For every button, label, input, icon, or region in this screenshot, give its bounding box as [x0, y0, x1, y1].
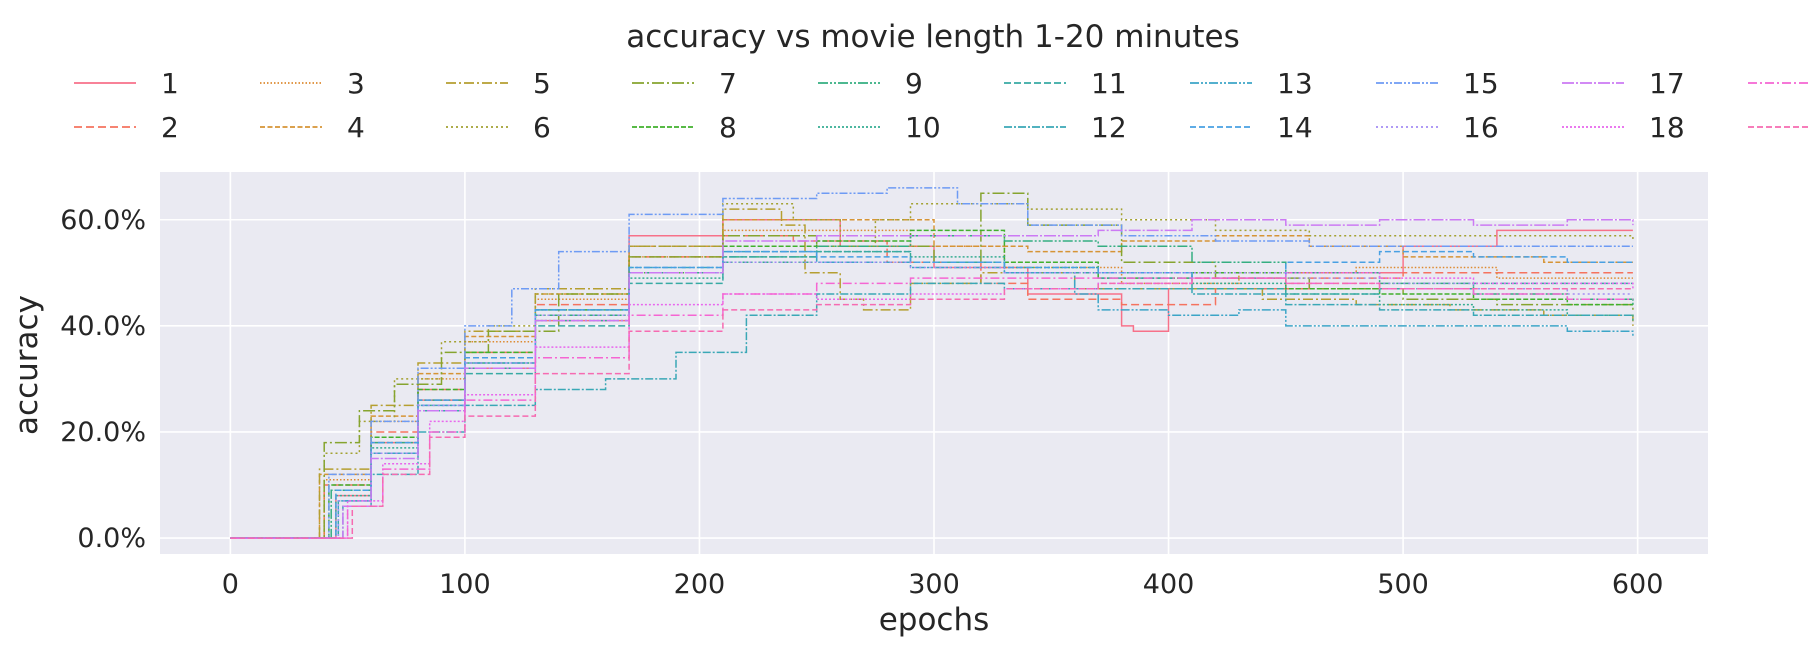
y-tick-label: 40.0% — [60, 311, 146, 342]
legend-label-6: 6 — [533, 111, 551, 144]
series-line-10 — [230, 250, 1634, 539]
series-line-4 — [230, 219, 1633, 539]
x-tick-label: 300 — [908, 569, 960, 600]
legend-label-8: 8 — [719, 111, 737, 144]
series-line-18 — [230, 272, 1634, 539]
legend-label-14: 14 — [1277, 111, 1313, 144]
legend-label-2: 2 — [161, 111, 179, 144]
legend-label-9: 9 — [905, 67, 923, 100]
chart-title: accuracy vs movie length 1-20 minutes — [626, 19, 1239, 55]
x-tick-label: 400 — [1143, 569, 1195, 600]
x-tick-label: 500 — [1377, 569, 1429, 600]
y-tick-label: 0.0% — [77, 523, 146, 554]
legend-label-1: 1 — [161, 67, 179, 100]
series-lines — [230, 187, 1634, 539]
series-line-15 — [230, 187, 1633, 539]
x-tick-label: 600 — [1612, 569, 1664, 600]
series-line-20 — [230, 277, 1633, 539]
series-line-14 — [230, 250, 1633, 539]
y-tick-label: 60.0% — [60, 205, 146, 236]
y-tick-labels: 0.0% 20.0% 40.0% 60.0% — [60, 205, 146, 554]
legend-label-18: 18 — [1649, 111, 1685, 144]
legend: 1234567891011121314151617181920 — [74, 67, 1810, 144]
legend-label-17: 17 — [1649, 67, 1685, 100]
y-axis-label: accuracy — [9, 295, 45, 435]
x-axis-label: epochs — [879, 602, 990, 638]
legend-label-7: 7 — [719, 67, 737, 100]
x-tick-label: 200 — [674, 569, 726, 600]
series-line-16 — [230, 261, 1633, 539]
x-tick-label: 0 — [222, 569, 239, 600]
series-line-7 — [230, 192, 1634, 539]
series-line-17 — [230, 219, 1634, 539]
legend-label-5: 5 — [533, 67, 551, 100]
x-tick-labels: 0 100 200 300 400 500 600 — [222, 569, 1664, 600]
legend-label-11: 11 — [1091, 67, 1127, 100]
legend-label-13: 13 — [1277, 67, 1313, 100]
legend-label-15: 15 — [1463, 67, 1499, 100]
legend-label-10: 10 — [905, 111, 941, 144]
legend-label-16: 16 — [1463, 111, 1499, 144]
legend-label-4: 4 — [347, 111, 365, 144]
legend-label-12: 12 — [1091, 111, 1127, 144]
x-tick-label: 100 — [439, 569, 491, 600]
legend-label-3: 3 — [347, 67, 365, 100]
y-tick-label: 20.0% — [60, 417, 146, 448]
series-line-9 — [230, 234, 1634, 539]
